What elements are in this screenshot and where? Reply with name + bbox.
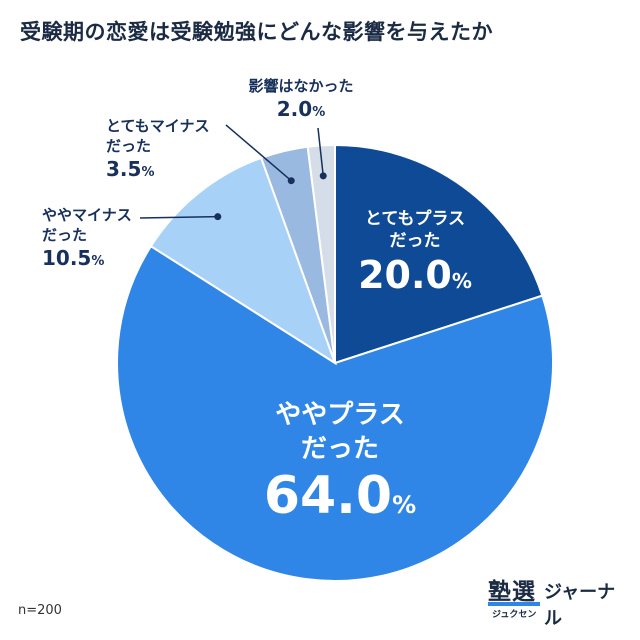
leader-line-somewhat-negative [139, 215, 218, 219]
sample-size: n=200 [18, 603, 62, 618]
pie-slice-no-effect [306, 143, 336, 364]
pie-slice-somewhat-negative [149, 156, 337, 366]
brand-logo: 塾選 ジュクセン ジャーナル [488, 572, 628, 629]
leader-line-very-negative [225, 124, 292, 182]
slice-label-somewhat-negative-line1: ややマイナス [42, 206, 132, 224]
slice-label-somewhat-negative-line2: だった [42, 226, 88, 244]
slice-label-very-positive-line2: だった [389, 231, 441, 251]
slice-value-no-effect: 2.0 [276, 97, 313, 121]
chart-title: 受験期の恋愛は受験勉強にどんな影響を与えたか [20, 20, 493, 44]
unit-somewhat-positive: % [392, 491, 417, 519]
pie-slice-somewhat-positive [116, 244, 554, 582]
leader-dot-no-effect [319, 172, 327, 180]
slice-value-very-positive: 20.0 [358, 253, 452, 297]
unit-very-positive: % [451, 269, 472, 293]
unit-no-effect: % [312, 105, 326, 120]
slice-value-somewhat-negative: 10.5 [42, 246, 92, 270]
label-very-negative: とてもマイナス だった 3.5% [106, 116, 210, 186]
logo-underline [488, 602, 540, 606]
leader-dot-very-negative [287, 177, 295, 185]
label-no-effect: 影響はなかった 2.0% [236, 76, 366, 126]
label-very-positive: とてもプラス だった 20.0% [350, 208, 480, 304]
slice-label-very-negative-line1: とてもマイナス [106, 117, 210, 135]
unit-somewhat-negative: % [91, 254, 105, 269]
slice-label-no-effect-line1: 影響はなかった [248, 77, 354, 95]
label-somewhat-positive: ややプラス だった 64.0% [240, 398, 440, 535]
pie-slice-very-positive [334, 143, 544, 365]
label-somewhat-negative: ややマイナス だった 10.5% [42, 205, 132, 275]
slice-value-somewhat-positive: 64.0 [263, 466, 393, 526]
logo-kanji: 塾選 [488, 579, 536, 605]
slice-label-somewhat-positive-line1: ややプラス [275, 400, 405, 430]
leader-line-no-effect [317, 127, 324, 176]
logo-ruby: ジュクセン [492, 610, 537, 620]
logo-kana: ジャーナル [544, 582, 616, 629]
unit-very-negative: % [141, 165, 155, 180]
slice-value-very-negative: 3.5 [106, 157, 142, 181]
leader-dot-somewhat-negative [214, 213, 222, 221]
slice-label-very-negative-line2: だった [106, 137, 152, 155]
slice-label-somewhat-positive-line2: だった [300, 434, 379, 464]
slice-label-very-positive-line1: とてもプラス [364, 209, 466, 229]
